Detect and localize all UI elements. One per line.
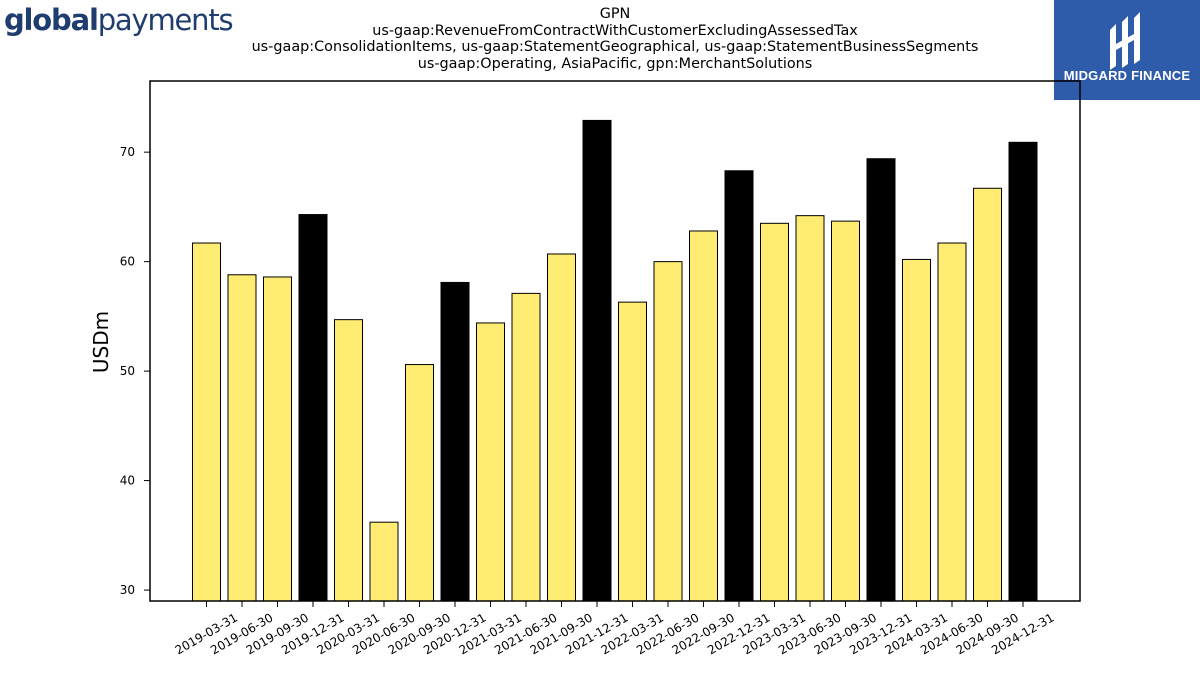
bar-2019-09-30	[263, 276, 292, 602]
bar-2019-06-30	[227, 274, 257, 602]
chart-title-line-1: GPN	[599, 6, 631, 22]
bar-2023-06-30	[795, 215, 825, 602]
global-payments-logo: globalpayments	[4, 3, 234, 37]
y-tick-label-50: 50	[120, 364, 135, 378]
bar-2019-03-31	[192, 242, 221, 602]
plot-area-frame	[149, 80, 1081, 602]
bar-2022-06-30	[653, 261, 683, 602]
bar-2021-03-31	[476, 322, 505, 602]
bar-2024-12-31	[1008, 141, 1038, 602]
y-axis-title: USDm	[89, 311, 113, 373]
y-tick-label-30: 30	[120, 583, 135, 597]
bar-2023-03-31	[760, 222, 789, 602]
bar-2020-09-30	[405, 364, 434, 602]
chart-title: GPN us-gaap:RevenueFromContractWithCusto…	[150, 6, 1080, 72]
bar-2021-09-30	[547, 253, 576, 602]
bar-2023-12-31	[866, 158, 896, 602]
y-tick-label-40: 40	[120, 474, 135, 488]
bar-2022-03-31	[618, 301, 647, 602]
badge-label: MIDGARD FINANCE	[1063, 68, 1191, 83]
bar-2023-09-30	[831, 220, 860, 602]
midgard-finance-badge: MIDGARD FINANCE	[1054, 0, 1200, 100]
bar-2022-12-31	[724, 170, 754, 602]
chart-title-line-2: us-gaap:RevenueFromContractWithCustomerE…	[372, 22, 858, 39]
bar-2020-12-31	[440, 281, 470, 602]
bar-2022-09-30	[689, 230, 718, 602]
bar-2024-09-30	[973, 187, 1002, 602]
bar-2020-06-30	[369, 521, 399, 602]
y-tick-label-60: 60	[120, 255, 135, 269]
bar-2020-03-31	[334, 319, 363, 602]
y-tick-label-70: 70	[120, 145, 135, 159]
bar-2021-12-31	[582, 119, 612, 602]
bar-2021-06-30	[511, 292, 541, 602]
chart-title-line-4: us-gaap:Operating, AsiaPacific, gpn:Merc…	[417, 55, 813, 72]
chart-title-line-3: us-gaap:ConsolidationItems, us-gaap:Stat…	[251, 39, 979, 55]
midgard-logo-icon	[1110, 12, 1140, 70]
bar-2024-03-31	[902, 258, 931, 602]
bar-2019-12-31	[298, 214, 328, 602]
bar-2024-06-30	[937, 242, 967, 602]
